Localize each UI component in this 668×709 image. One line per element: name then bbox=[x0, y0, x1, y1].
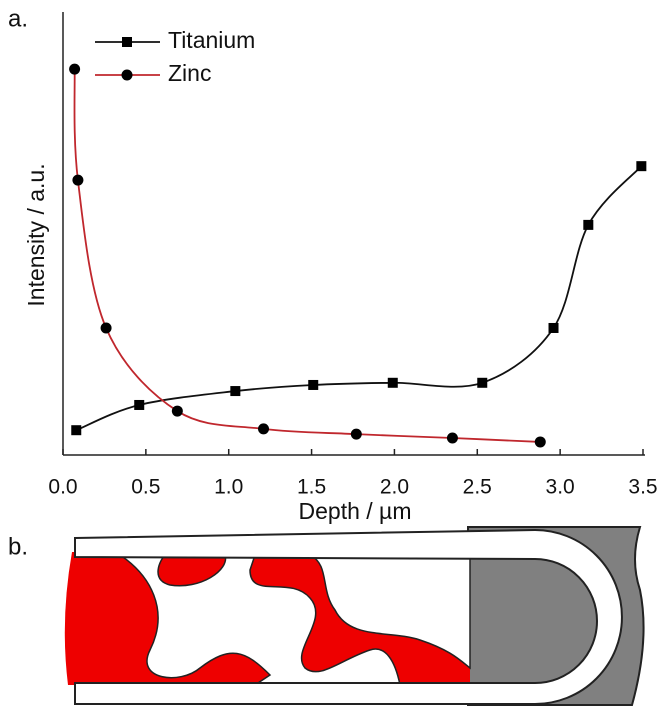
marker bbox=[534, 436, 546, 448]
x-tick-label: 0.5 bbox=[131, 476, 160, 499]
series-line bbox=[73, 69, 541, 443]
x-axis-title: Depth / µm bbox=[299, 498, 412, 524]
marker bbox=[72, 174, 84, 186]
series-line bbox=[75, 165, 643, 432]
marker bbox=[636, 161, 647, 172]
x-tick-label: 1.5 bbox=[297, 476, 326, 499]
marker bbox=[121, 69, 133, 81]
panel-label: b. bbox=[8, 533, 28, 560]
legend-label: Titanium bbox=[168, 27, 255, 53]
x-tick-label: 2.5 bbox=[463, 476, 492, 499]
marker bbox=[477, 377, 488, 388]
y-axis-title: Intensity / a.u. bbox=[23, 163, 49, 306]
marker bbox=[308, 379, 319, 390]
pore bbox=[309, 554, 471, 670]
panel-label: a. bbox=[8, 5, 28, 32]
marker bbox=[230, 386, 241, 397]
marker bbox=[134, 399, 145, 410]
x-tick-label: 3.5 bbox=[628, 476, 657, 499]
legend-label: Zinc bbox=[168, 60, 211, 86]
marker bbox=[122, 37, 132, 47]
marker bbox=[171, 405, 183, 417]
marker bbox=[583, 219, 594, 230]
marker bbox=[258, 423, 270, 435]
marker bbox=[387, 377, 398, 388]
marker bbox=[71, 425, 82, 436]
pore bbox=[117, 554, 401, 686]
x-tick-label: 1.0 bbox=[214, 476, 243, 499]
schematic bbox=[64, 526, 645, 706]
marker bbox=[350, 428, 362, 440]
tube-wall bbox=[74, 528, 623, 705]
x-tick-label: 0.0 bbox=[48, 476, 77, 499]
marker bbox=[100, 322, 112, 334]
marker bbox=[446, 432, 458, 444]
plot-area: 0.0 0.5 1.0 1.5 2.0 2.5 3.0 3.5 bbox=[48, 63, 658, 499]
marker bbox=[548, 322, 559, 333]
x-tick-label: 3.0 bbox=[546, 476, 575, 499]
marker bbox=[69, 63, 81, 75]
x-tick-label: 2.0 bbox=[380, 476, 409, 499]
